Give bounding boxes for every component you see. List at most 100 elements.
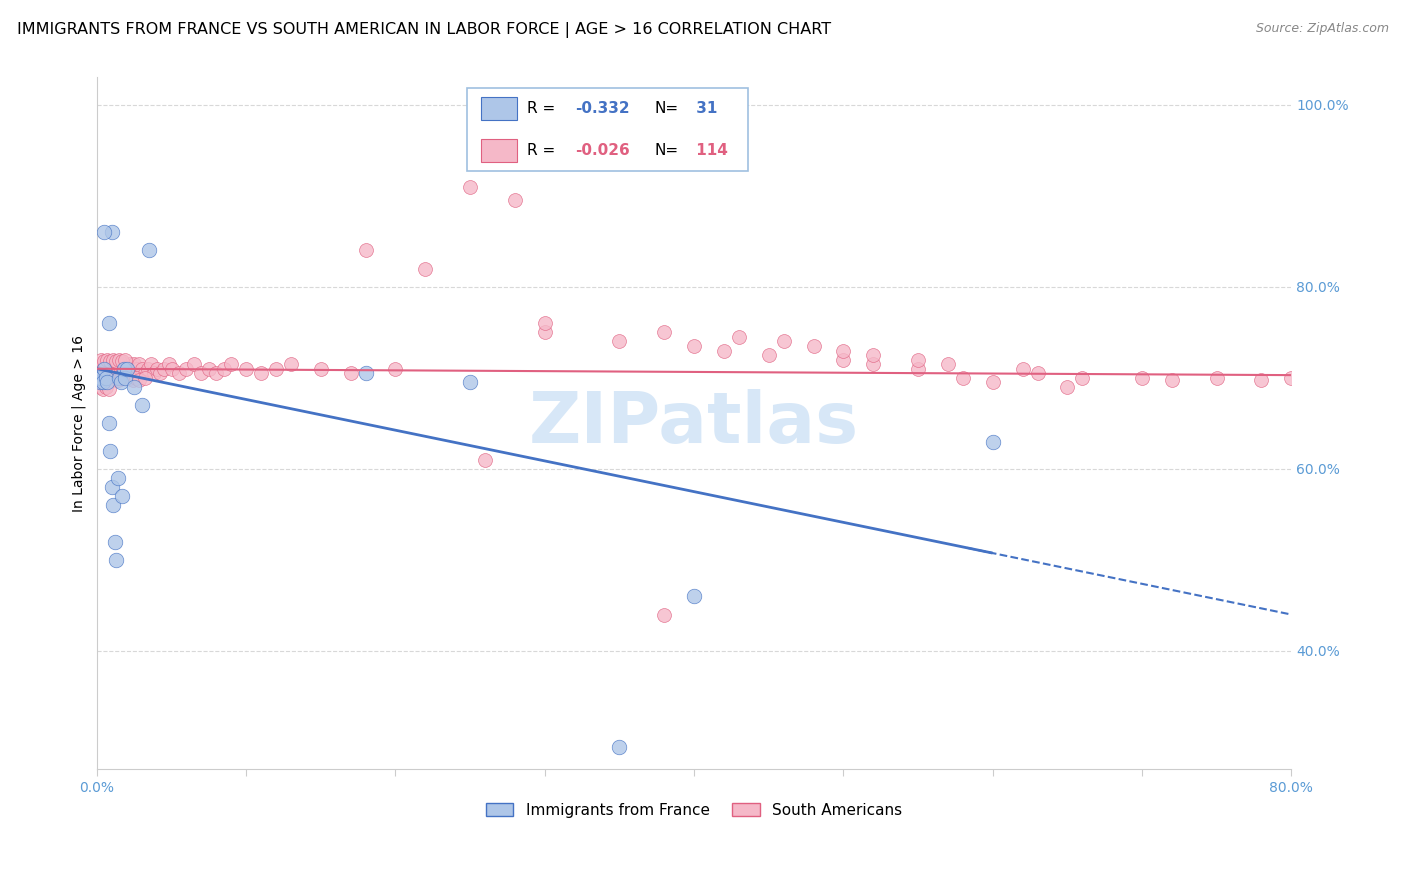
Point [97, 382, 120, 396]
Point [89, 380, 111, 394]
Point [134, 371, 156, 385]
Point [167, 367, 190, 381]
Point [108, 371, 131, 385]
Point [94, 380, 117, 394]
Point [219, 357, 242, 371]
Point [280, 357, 302, 371]
Point [93, 354, 115, 368]
Point [124, 367, 146, 381]
Point [728, 330, 751, 344]
FancyBboxPatch shape [467, 87, 748, 171]
Point [90, 352, 112, 367]
Point [138, 244, 160, 258]
Point [107, 471, 129, 485]
Point [98, 443, 121, 458]
Text: ZIPatlas: ZIPatlas [529, 389, 859, 458]
Point [107, 367, 129, 381]
Point [907, 361, 929, 376]
Point [235, 361, 257, 376]
Point [104, 534, 127, 549]
Point [103, 498, 125, 512]
Point [1056, 380, 1078, 394]
Point [142, 367, 165, 381]
Point [97, 371, 120, 385]
Point [108, 357, 131, 371]
Point [772, 334, 794, 349]
Point [145, 361, 167, 376]
Point [713, 343, 735, 358]
Point [117, 361, 139, 376]
Point [1026, 367, 1049, 381]
Text: 114: 114 [690, 143, 727, 158]
Y-axis label: In Labor Force | Age > 16: In Labor Force | Age > 16 [72, 334, 86, 512]
Point [121, 373, 143, 387]
Point [91, 382, 114, 396]
Point [354, 244, 377, 258]
Point [862, 348, 884, 362]
Point [264, 361, 287, 376]
Point [160, 361, 183, 376]
Point [124, 371, 146, 385]
Point [96, 376, 118, 390]
Point [952, 371, 974, 385]
Point [122, 357, 145, 371]
Point [87, 371, 110, 385]
Point [105, 361, 128, 376]
Point [93, 225, 115, 239]
Point [110, 361, 132, 376]
Point [212, 361, 235, 376]
Point [110, 376, 132, 390]
Bar [481, 97, 517, 120]
Point [176, 361, 198, 376]
Point [148, 367, 170, 381]
Point [105, 553, 128, 567]
Point [907, 352, 929, 367]
Point [1205, 371, 1227, 385]
Point [205, 367, 228, 381]
Point [458, 376, 481, 390]
Point [114, 361, 136, 376]
Point [118, 357, 141, 371]
Point [97, 417, 120, 431]
Point [250, 367, 273, 381]
Point [98, 354, 121, 368]
Point [136, 361, 159, 376]
Text: IMMIGRANTS FROM FRANCE VS SOUTH AMERICAN IN LABOR FORCE | AGE > 16 CORRELATION C: IMMIGRANTS FROM FRANCE VS SOUTH AMERICAN… [17, 22, 831, 38]
Point [115, 367, 138, 381]
Text: -0.026: -0.026 [575, 143, 630, 158]
Point [981, 434, 1004, 449]
Point [111, 489, 134, 503]
Point [89, 367, 111, 381]
Point [157, 357, 180, 371]
Point [90, 361, 112, 376]
Point [1011, 361, 1033, 376]
Point [112, 361, 135, 376]
Text: N=: N= [655, 143, 679, 158]
Point [107, 373, 129, 387]
Bar [481, 138, 517, 161]
Point [384, 361, 406, 376]
Point [90, 371, 112, 385]
Point [134, 367, 156, 381]
Point [118, 371, 141, 385]
Point [609, 739, 631, 754]
Point [93, 357, 115, 371]
Point [652, 607, 675, 622]
Text: -0.332: -0.332 [575, 101, 630, 116]
Text: N=: N= [655, 101, 679, 116]
Point [128, 373, 150, 387]
Point [94, 361, 117, 376]
Point [1279, 371, 1302, 385]
Point [198, 361, 221, 376]
Point [832, 343, 855, 358]
Point [122, 380, 145, 394]
Point [139, 357, 162, 371]
Point [533, 326, 555, 340]
Point [112, 357, 135, 371]
Point [87, 361, 110, 376]
Point [105, 354, 128, 368]
Point [103, 352, 125, 367]
Point [91, 371, 114, 385]
Point [652, 326, 675, 340]
Point [96, 352, 118, 367]
